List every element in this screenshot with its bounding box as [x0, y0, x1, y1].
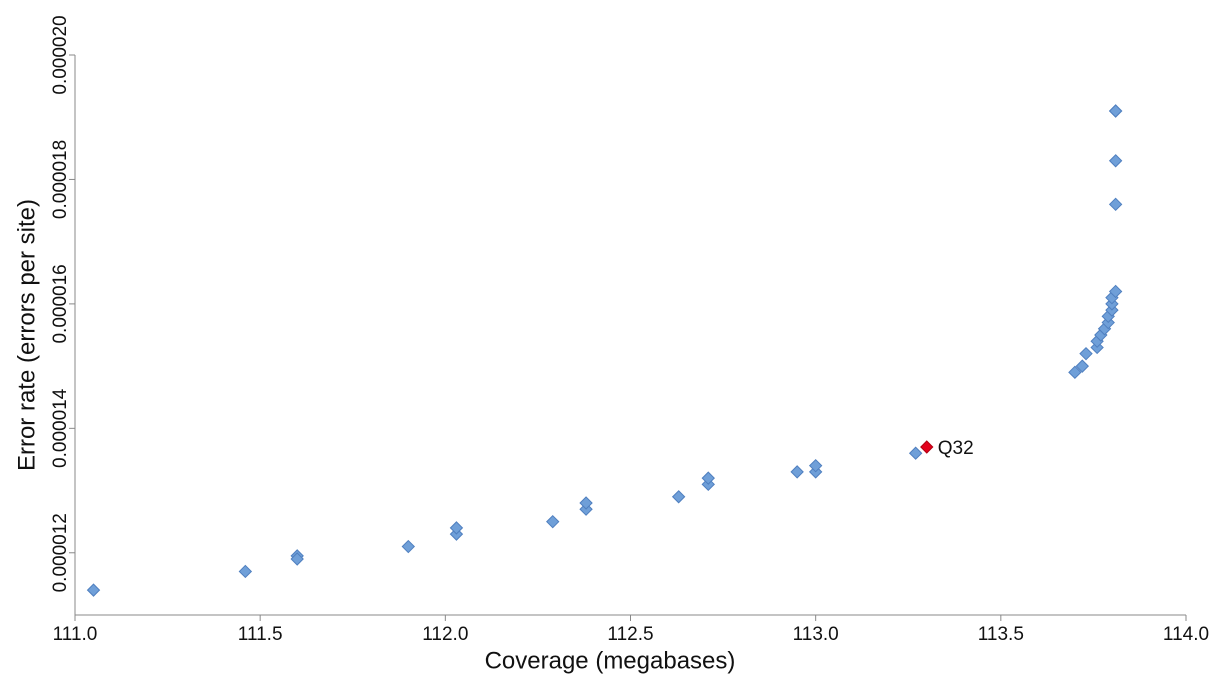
- point: [808, 458, 823, 473]
- point: [701, 471, 715, 485]
- y-tick-label: 0.000018: [50, 140, 71, 219]
- point: [449, 521, 464, 535]
- x-axis-title: Coverage (megabases): [485, 647, 736, 674]
- point: [908, 446, 923, 460]
- point: [1108, 284, 1123, 299]
- x-tick-label: 111.0: [53, 624, 98, 645]
- point-label: Q32: [938, 438, 974, 459]
- y-tick-label: 0.000014: [50, 388, 71, 468]
- y-tick-label: 0.000012: [50, 513, 71, 592]
- y-axis-title: Error rate (errors per site): [13, 199, 40, 471]
- point: [790, 465, 804, 479]
- point: [1108, 104, 1123, 118]
- point: [920, 440, 934, 454]
- point: [1079, 346, 1093, 361]
- x-tick-label: 112.5: [607, 624, 653, 645]
- point: [290, 552, 304, 566]
- point: [671, 490, 686, 504]
- x-tick-label: 111.5: [238, 624, 283, 645]
- point: [1108, 197, 1123, 212]
- x-tick-label: 113.0: [793, 624, 839, 645]
- point: [1068, 365, 1082, 380]
- x-tick-label: 113.5: [978, 624, 1024, 645]
- point: [86, 583, 101, 597]
- x-tick-label: 114.0: [1163, 624, 1209, 645]
- point: [546, 514, 560, 529]
- point: [579, 496, 593, 510]
- point: [238, 564, 253, 579]
- y-tick-label: 0.000016: [50, 264, 71, 343]
- point: [1075, 359, 1090, 373]
- y-tick-label: 0.000020: [50, 15, 71, 94]
- point: [401, 539, 416, 554]
- x-tick-label: 112.0: [422, 624, 468, 645]
- point: [1108, 154, 1123, 168]
